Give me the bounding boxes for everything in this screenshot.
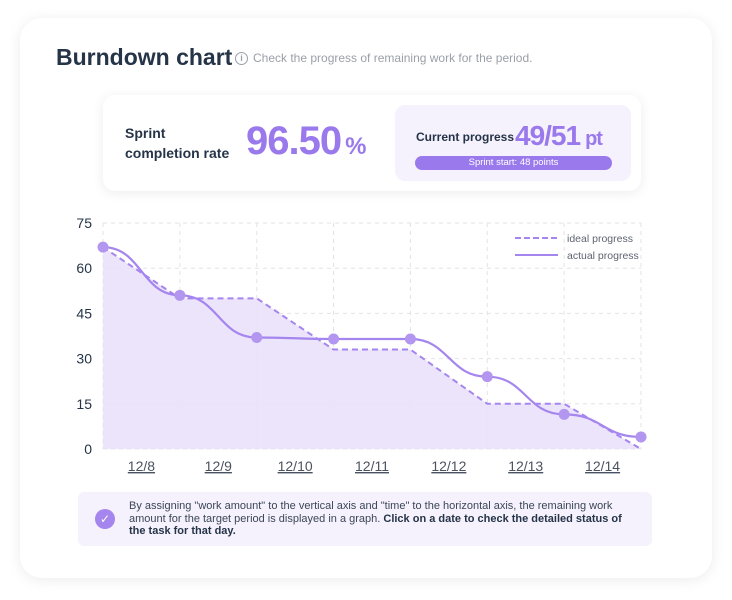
date-link-12-8[interactable]: 12/8: [128, 458, 155, 474]
y-tick-label: 15: [76, 396, 92, 412]
date-link-12-9[interactable]: 12/9: [205, 458, 232, 474]
y-tick-label: 30: [76, 351, 92, 367]
date-link-12-11[interactable]: 12/11: [355, 458, 389, 474]
note-emphasis: Click on a date to check the detailed st…: [129, 512, 622, 538]
date-link-12-14[interactable]: 12/14: [585, 458, 620, 474]
y-tick-label: 75: [76, 215, 92, 231]
actual-data-point: [558, 408, 570, 420]
current-progress-value: 49/51 pt: [515, 120, 603, 152]
current-progress-label: Current progress: [416, 130, 515, 144]
y-tick-label: 45: [76, 305, 92, 321]
note-text: By assigning "work amount" to the vertic…: [129, 500, 639, 538]
legend-actual-label: actual progress: [567, 250, 639, 262]
ideal-progress-line: [102, 246, 642, 450]
actual-data-point: [404, 333, 416, 345]
info-note: ✓ By assigning "work amount" to the vert…: [78, 492, 652, 546]
actual-data-point: [174, 289, 186, 301]
legend-ideal-label: ideal progress: [567, 233, 633, 245]
ideal-area-fill: [103, 247, 641, 449]
check-icon: ✓: [95, 509, 115, 529]
completion-number: 96.50: [246, 119, 342, 163]
subtitle-text: Check the progress of remaining work for…: [253, 51, 533, 65]
completion-unit: %: [345, 133, 366, 160]
actual-data-point: [97, 241, 109, 253]
current-progress-box: Current progress 49/51 pt Sprint start: 4…: [395, 105, 631, 181]
y-tick-label: 60: [76, 260, 92, 276]
date-link-12-12[interactable]: 12/12: [431, 458, 466, 474]
y-tick-label: 0: [84, 441, 92, 457]
completion-rate-value: 96.50%: [246, 119, 366, 164]
subtitle: i Check the progress of remaining work f…: [235, 51, 532, 65]
actual-data-point: [635, 431, 647, 443]
note-body: By assigning "work amount" to the vertic…: [129, 500, 613, 525]
progress-number: 49/51: [515, 120, 581, 151]
completion-rate-label: Sprint completion rate: [125, 125, 230, 161]
info-icon: i: [235, 51, 248, 65]
actual-data-point: [328, 333, 340, 345]
date-link-12-13[interactable]: 12/13: [508, 458, 543, 474]
actual-data-point: [251, 332, 263, 344]
date-link-12-10[interactable]: 12/10: [278, 458, 313, 474]
stats-panel: Sprint completion rate 96.50% Current pr…: [103, 95, 641, 191]
progress-unit: pt: [585, 128, 603, 150]
page-title: Burndown chart: [56, 44, 233, 70]
actual-data-point: [481, 371, 493, 383]
sprint-start-bar: Sprint start: 48 points: [415, 156, 612, 170]
